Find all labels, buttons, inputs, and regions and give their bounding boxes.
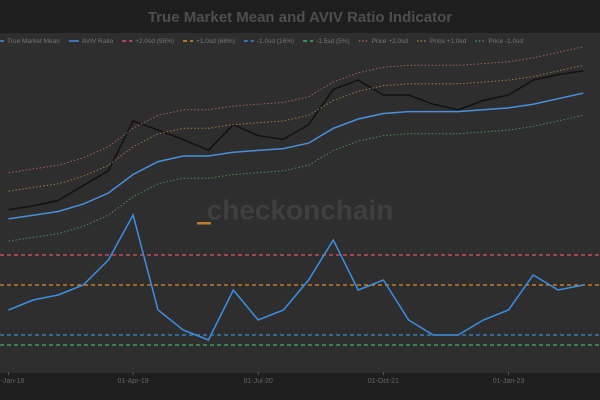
x-tick-label: 01-Oct-21 xyxy=(368,378,399,385)
x-tick-label: 01-Apr-19 xyxy=(118,378,149,385)
series-line xyxy=(8,92,584,220)
x-tick-label: 01-Jul-20 xyxy=(244,378,273,385)
logo xyxy=(197,222,211,225)
x-tick-label: 01-Jan-18 xyxy=(0,378,24,385)
legend-label: +1.0sd (68%) xyxy=(196,38,235,45)
legend-label: AVIV Ratio xyxy=(82,38,114,45)
series-line xyxy=(8,70,584,211)
legend-label: Price +2.0sd xyxy=(372,38,409,45)
legend-label: -1.5sd (5%) xyxy=(316,38,350,45)
chart-title: True Market Mean and AVIV Ratio Indicato… xyxy=(148,9,452,26)
plot-area xyxy=(0,33,600,373)
legend-label: +2.0sd (95%) xyxy=(135,38,174,45)
legend-label: Price -1.0sd xyxy=(488,38,523,45)
series-line xyxy=(8,114,584,242)
x-tick-label: 01-Jan-23 xyxy=(493,378,525,385)
series-line xyxy=(8,64,584,192)
legend-label: True Market Mean xyxy=(7,38,60,45)
series-line xyxy=(8,46,584,174)
legend-label: Price +1.0sd xyxy=(430,38,467,45)
watermark: checkonchain xyxy=(207,194,394,225)
legend-label: -1.0sd (16%) xyxy=(257,38,294,45)
series-line xyxy=(8,212,584,341)
